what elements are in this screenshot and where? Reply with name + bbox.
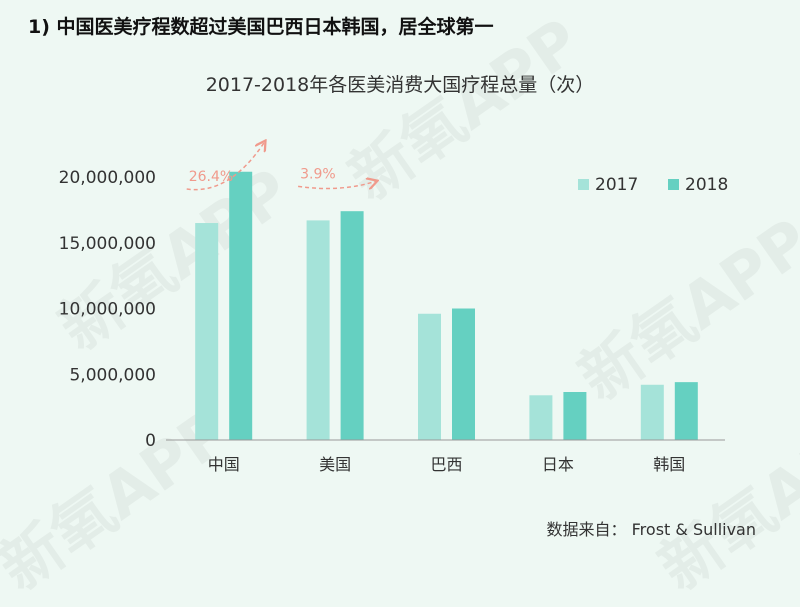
bar-2017-日本	[529, 395, 553, 440]
x-tick-label: 美国	[319, 455, 351, 474]
bar-2018-中国	[229, 171, 253, 441]
page-heading: 1) 中国医美疗程数超过美国巴西日本韩国，居全球第一	[28, 16, 494, 38]
source-note: 数据来自： Frost & Sullivan	[546, 520, 756, 539]
annotation-label: 3.9%	[300, 166, 336, 182]
legend-swatch-2017	[578, 179, 589, 190]
y-tick-label: 10,000,000	[59, 300, 156, 320]
annotation-arrow	[186, 142, 265, 191]
x-tick-label: 中国	[208, 455, 240, 474]
bar-2017-韩国	[640, 384, 664, 440]
bar-chart: 0 5,000,000 10,000,000 15,000,000 20,000,000…	[59, 0, 728, 474]
x-tick-label: 日本	[542, 455, 574, 474]
bar-2018-巴西	[452, 308, 475, 440]
bar-2018-日本	[563, 392, 587, 440]
y-tick-label: 0	[145, 431, 156, 451]
x-tick-label: 巴西	[430, 455, 462, 474]
legend-label: 2017	[595, 175, 638, 195]
annotation-arrow	[297, 181, 376, 188]
chart-title: 2017-2018年各医美消费大国疗程总量（次）	[205, 74, 595, 96]
bar-2017-巴西	[418, 313, 441, 440]
y-tick-label: 5,000,000	[69, 365, 156, 385]
y-tick-label: 15,000,000	[59, 234, 156, 254]
bar-2017-美国	[306, 220, 330, 440]
bar-2018-美国	[340, 211, 364, 440]
annotation-label: 26.4%	[189, 169, 233, 185]
y-tick-label: 20,000,000	[59, 168, 156, 188]
bar-2018-韩国	[674, 382, 698, 440]
legend-label: 2018	[685, 175, 728, 195]
bar-2017-中国	[195, 223, 219, 440]
x-tick-label: 韩国	[653, 455, 685, 474]
legend-swatch-2018	[668, 179, 679, 190]
